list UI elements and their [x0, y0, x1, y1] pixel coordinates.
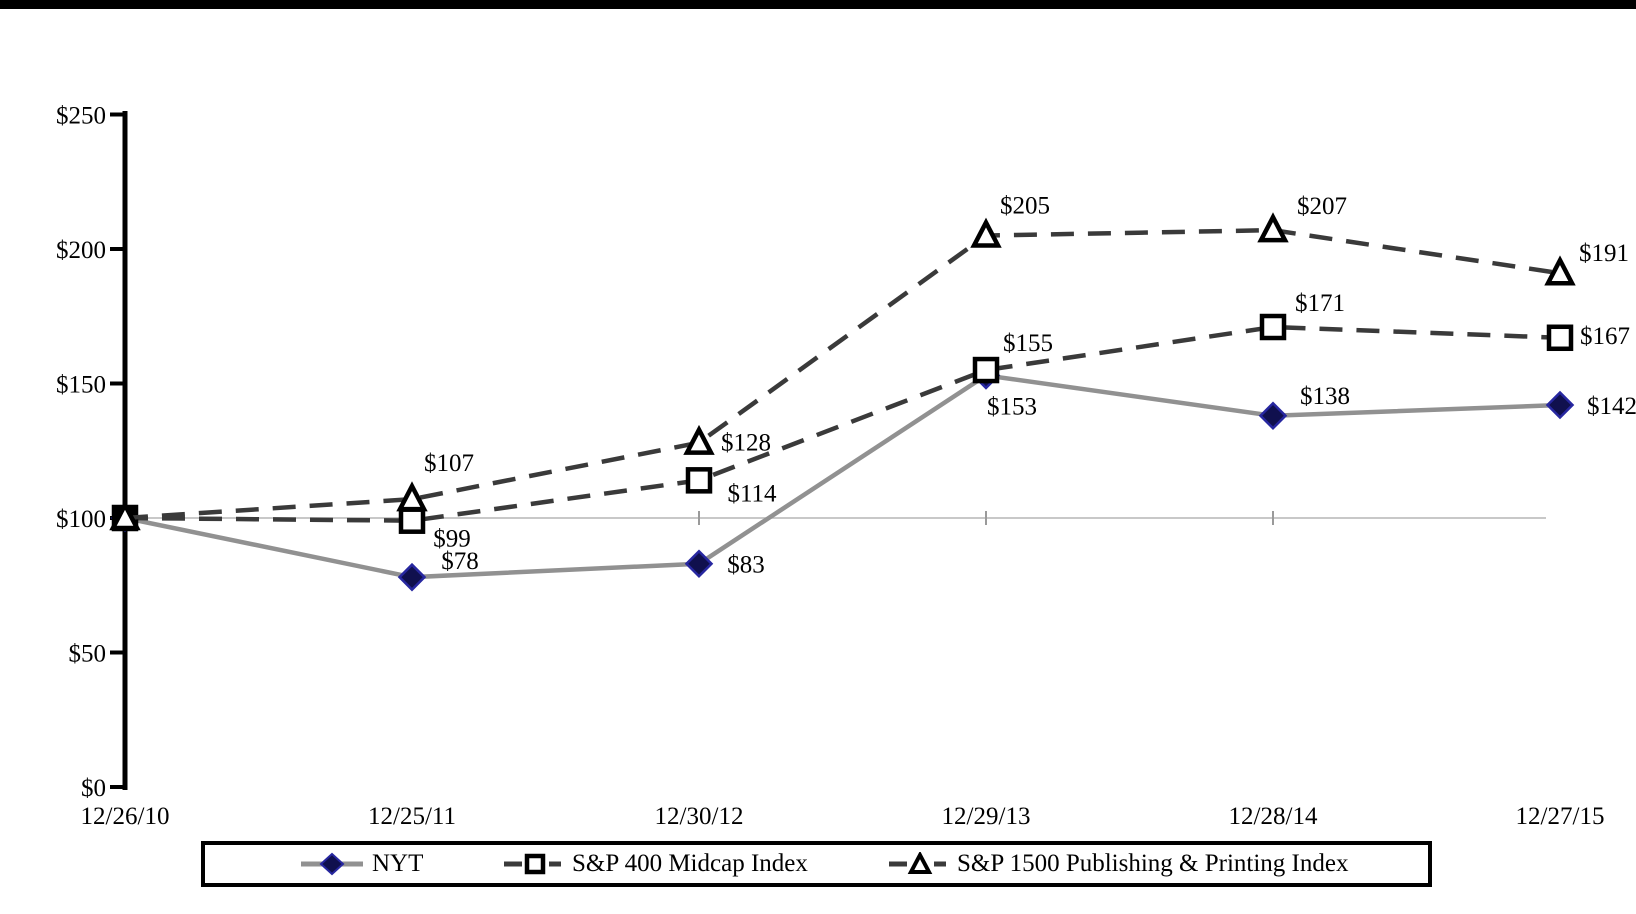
sp400-square-marker — [1259, 313, 1287, 341]
legend-item-nyt: NYT — [299, 845, 423, 883]
x-axis-tick-label: 12/25/11 — [368, 803, 456, 830]
data-point-label: $107 — [424, 450, 474, 477]
data-point-label: $191 — [1579, 240, 1629, 267]
sp400-square-marker — [685, 467, 713, 494]
legend-item-sp1500-publishing: S&P 1500 Publishing & Printing Index — [888, 845, 1348, 883]
legend-label-nyt: NYT — [372, 850, 424, 877]
sp1500-triangle-marker — [1544, 255, 1576, 286]
legend-label-sp400: S&P 400 Midcap Index — [572, 850, 808, 877]
data-point-label: $78 — [441, 548, 479, 575]
y-axis-tick-label: $200 — [56, 237, 106, 264]
nyt-diamond-marker — [684, 549, 714, 578]
nyt-diamond-marker — [1258, 401, 1288, 431]
data-point-label: $171 — [1295, 290, 1345, 317]
data-point-label: $114 — [727, 480, 777, 507]
nyt-series-marker-icon — [301, 852, 363, 876]
data-point-label: $128 — [721, 430, 771, 457]
sp1500-series-marker-icon — [889, 852, 946, 874]
sp1500-triangle-marker — [683, 424, 715, 455]
x-axis-tick-label: 12/28/14 — [1229, 803, 1318, 830]
data-point-label: $153 — [987, 393, 1037, 420]
data-point-label: $99 — [433, 526, 471, 553]
series-line — [124, 324, 1561, 523]
data-point-label: $155 — [1003, 330, 1053, 357]
y-axis-tick-label: $50 — [69, 641, 107, 668]
series-nyt — [110, 361, 1575, 592]
sp400-square-marker — [972, 356, 1000, 384]
data-point-label: $83 — [727, 552, 765, 579]
y-axis: $0 $50 $100 $150 $200 $250 — [56, 103, 128, 802]
sp1500-triangle-marker — [970, 217, 1002, 248]
sp400-square-marker — [398, 507, 426, 534]
y-axis-tick-label: $150 — [56, 372, 106, 399]
data-point-label: $207 — [1297, 193, 1347, 220]
sp400-series-marker-icon — [504, 853, 561, 875]
chart-legend: NYT S&P 400 Midcap Index S&P 1500 Publis… — [201, 841, 1432, 887]
x-axis-tick-label: 12/29/13 — [942, 803, 1031, 830]
y-axis-tick-label: $250 — [56, 103, 106, 130]
legend-item-sp400-midcap: S&P 400 Midcap Index — [503, 845, 808, 883]
x-axis-tick-label: 12/26/10 — [81, 803, 170, 830]
sp1500-triangle-marker — [109, 500, 141, 531]
x-axis-labels: 12/26/10 12/25/11 12/30/12 12/29/13 12/28/14… — [81, 803, 1605, 830]
sp1500-triangle-marker — [1257, 212, 1289, 243]
gridline-100 — [125, 511, 1546, 525]
data-point-label: $205 — [1000, 193, 1050, 220]
nyt-diamond-marker — [1545, 390, 1575, 420]
top-black-bar — [0, 0, 1636, 9]
x-axis-tick-label: 12/27/15 — [1516, 803, 1605, 830]
data-point-label: $142 — [1587, 393, 1636, 420]
series-sp400 — [111, 313, 1574, 534]
sp1500-triangle-marker — [396, 481, 428, 512]
x-axis-tick-label: 12/30/12 — [655, 803, 744, 830]
legend-label-sp1500: S&P 1500 Publishing & Printing Index — [957, 850, 1349, 877]
data-point-label: $138 — [1300, 383, 1350, 410]
series-sp1500 — [109, 212, 1576, 531]
series-line — [124, 373, 1561, 580]
y-axis-tick-label: $0 — [81, 775, 106, 802]
nyt-diamond-marker — [397, 562, 427, 592]
sp400-square-marker — [1546, 324, 1574, 352]
series-line — [124, 227, 1561, 521]
data-labels: $78 $83 $153 $138 $142 $99 $114 $155 $171 $167 $10… — [424, 193, 1636, 579]
data-point-label: $167 — [1580, 323, 1630, 350]
y-axis-tick-label: $100 — [56, 506, 106, 533]
